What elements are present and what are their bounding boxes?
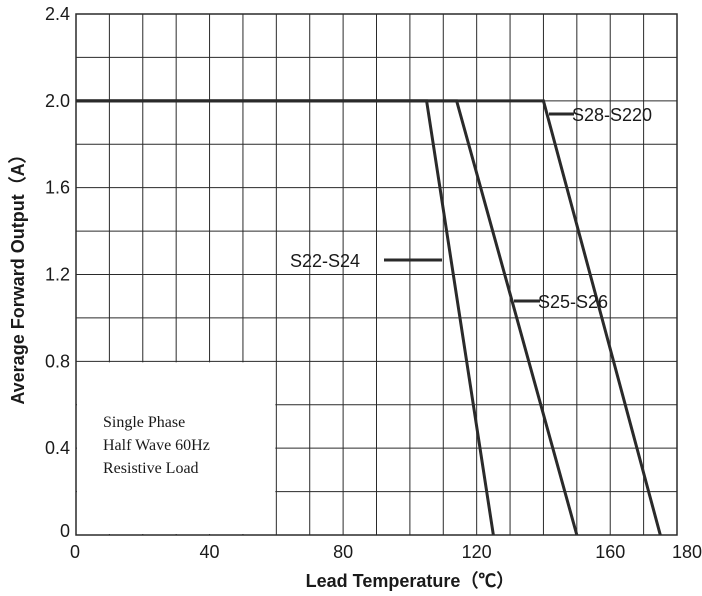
series-label: S28-S220: [572, 105, 652, 125]
series-lines: [76, 99, 662, 536]
x-tick-label: 80: [333, 542, 353, 562]
x-tick-label: 0: [70, 542, 80, 562]
y-tick-label: 1.6: [45, 178, 70, 198]
series-line: [76, 99, 662, 536]
x-tick-label: 40: [200, 542, 220, 562]
y-tick-label: 1.2: [45, 265, 70, 285]
x-tick-label: 180: [672, 542, 702, 562]
annotation-text: Single Phase Half Wave 60Hz Resistive Load: [103, 414, 210, 477]
annotation-line: Half Wave 60Hz: [103, 437, 210, 454]
y-axis-title: Average Forward Output（A）: [8, 145, 28, 404]
x-axis-title: Lead Temperature（℃）: [306, 571, 515, 591]
y-tick-label: 2.4: [45, 4, 70, 24]
series-labels: S22-S24 S25-S26 S28-S220: [290, 105, 652, 312]
series-label: S22-S24: [290, 251, 360, 271]
y-tick-label: 0: [60, 521, 70, 541]
series-label: S25-S26: [538, 292, 608, 312]
label-leader-lines: [384, 112, 574, 303]
x-tick-label: 120: [462, 542, 492, 562]
annotation-line: Resistive Load: [103, 460, 199, 477]
y-tick-labels: 0 0.4 0.8 1.2 1.6 2.0 2.4: [45, 4, 70, 541]
y-tick-label: 0.8: [45, 351, 70, 371]
y-tick-label: 0.4: [45, 438, 70, 458]
x-tick-labels: 0 40 80 120 160 180: [70, 542, 702, 562]
x-tick-label: 160: [595, 542, 625, 562]
plot-frame: [75, 13, 678, 536]
y-tick-label: 2.0: [45, 91, 70, 111]
annotation-line: Single Phase: [103, 414, 185, 431]
annotation-box: [77, 362, 276, 534]
